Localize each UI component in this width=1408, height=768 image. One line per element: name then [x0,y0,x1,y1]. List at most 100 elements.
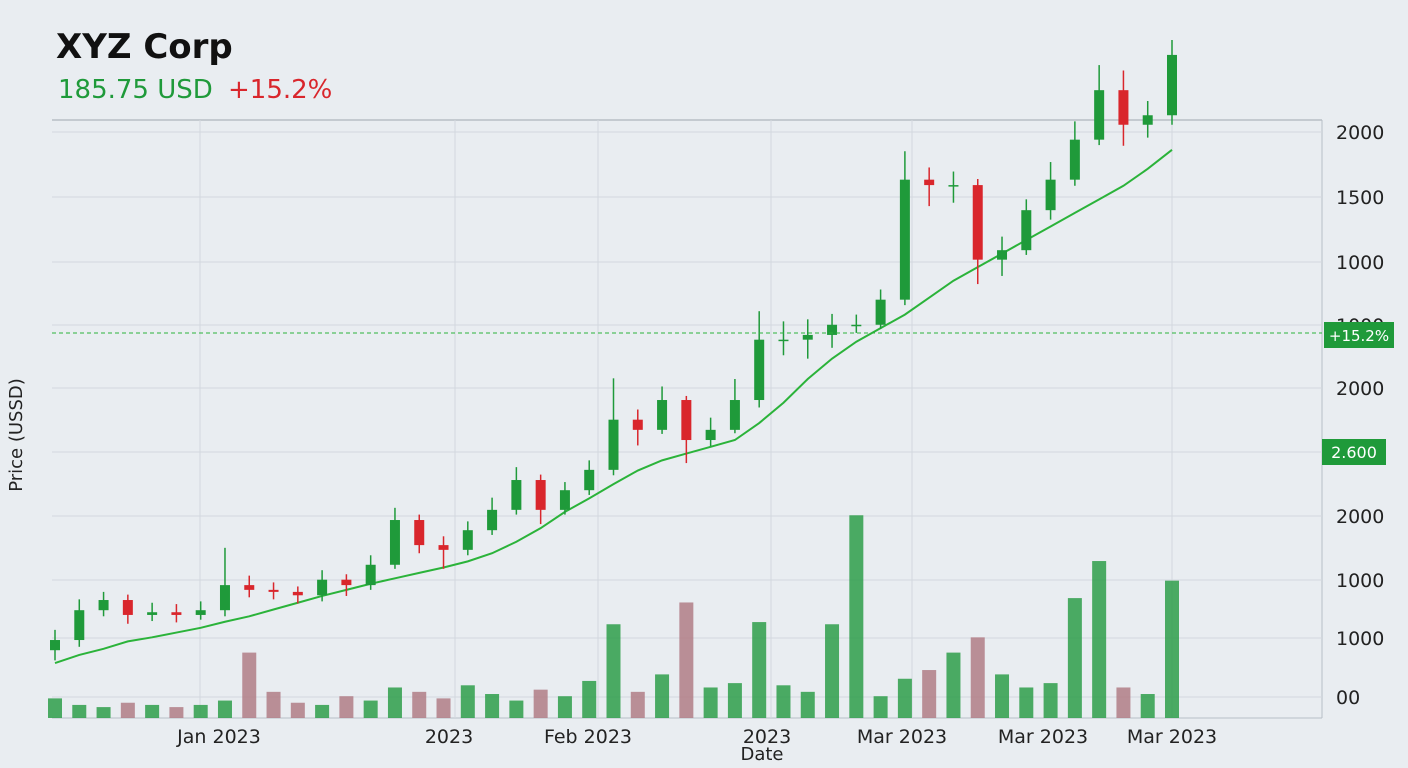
candle-body [98,600,109,611]
candle-body [317,579,328,596]
candle-body [438,545,449,550]
candle-body [948,185,959,187]
x-axis-label: Mar 2023 [998,726,1088,748]
volume-bar [1019,687,1034,718]
candle-body [754,339,765,401]
level-badge: 2.600 [1331,443,1377,462]
candle-body [802,334,813,340]
volume-bar [315,704,330,718]
volume-bar [145,704,160,718]
candle-body [972,185,983,260]
volume-bar [412,691,427,718]
candle-body [341,579,352,586]
candle-body [924,179,935,186]
x-axis-label: Mar 2023 [857,726,947,748]
volume-bar [266,691,281,718]
volume-bar [703,687,718,718]
volume-bar [679,602,694,718]
volume-bar [48,698,62,718]
right-axis-label: 1000 [1336,628,1384,650]
volume-bar [970,637,985,718]
volume-bar [96,707,111,718]
volume-bar [727,683,742,718]
volume-bar [825,624,840,718]
candle-body [535,480,546,510]
right-axis-label: 1500 [1336,187,1384,209]
candle-body [875,299,886,325]
candle-body [462,530,473,550]
volume-bar [509,700,524,718]
volume-bar [557,696,572,718]
volume-bar [533,689,548,718]
volume-bar [1116,687,1131,718]
x-axis-title: Date [740,744,783,765]
x-axis-label: 2023 [425,726,473,748]
candle-body [1069,139,1080,180]
price-badge: +15.2% [1329,327,1389,345]
volume-bar [606,624,621,718]
candle-body [778,339,789,342]
volume-bar [363,700,378,718]
chart-title: XYZ Corp [56,27,233,67]
candle-body [1021,210,1032,251]
volume-bar [655,674,670,718]
volume-bar [242,652,257,718]
volume-bar [1067,598,1082,718]
candle-body [292,591,303,596]
price-text: 185.75 USD [58,75,213,105]
volume-bar [1043,683,1058,718]
x-axis-label: Jan 2023 [176,726,261,748]
volume-bar [776,685,791,718]
candle-body [851,324,862,327]
volume-bar [72,704,87,718]
right-axis-label: 2000 [1336,378,1384,400]
x-axis-label: Mar 2023 [1127,726,1217,748]
candle-body [1045,179,1056,211]
candle-body [365,564,376,586]
volume-bar [995,674,1010,718]
candle-body [268,589,279,592]
candle-body [50,640,60,651]
candle-body [389,520,400,565]
level-badge-bg [1322,439,1386,465]
candle-body [1118,90,1129,125]
change-text: +15.2% [228,75,332,105]
x-axis-label: 2023 [743,726,791,748]
candle-body [827,324,838,335]
right-axis-label: 00 [1336,687,1360,709]
candle-body [244,585,255,590]
volume-bar [436,698,451,718]
candle-body [997,250,1008,260]
volume-bar [193,704,208,718]
volume-bar [946,652,961,718]
candle-body [729,400,740,430]
volume-bar [339,696,354,718]
candle-body [608,419,619,470]
volume-bar [630,691,645,718]
volume-bar [800,691,815,718]
volume-bar [1092,561,1107,718]
volume-bar [485,694,500,718]
x-axis-label: Feb 2023 [544,726,632,748]
y-axis-title: Price (USSD) [6,378,27,492]
volume-bar [849,515,864,718]
candle-body [899,179,910,300]
candle-body [511,480,522,510]
candle-body [195,610,206,615]
candle-body [74,610,85,641]
volume-bar [387,687,402,718]
moving-average-line [54,149,1173,665]
volume-bar [290,702,305,718]
volume-bar [460,685,475,718]
volume-bar [169,707,184,718]
candle-body [705,429,716,441]
candle-body [219,585,230,611]
volume-bar [897,678,912,718]
volume-bar [120,702,135,718]
candle-body [657,400,668,430]
right-axis-label: 1000 [1336,252,1384,274]
candle-body [171,612,182,615]
volume-bar [1165,580,1179,718]
